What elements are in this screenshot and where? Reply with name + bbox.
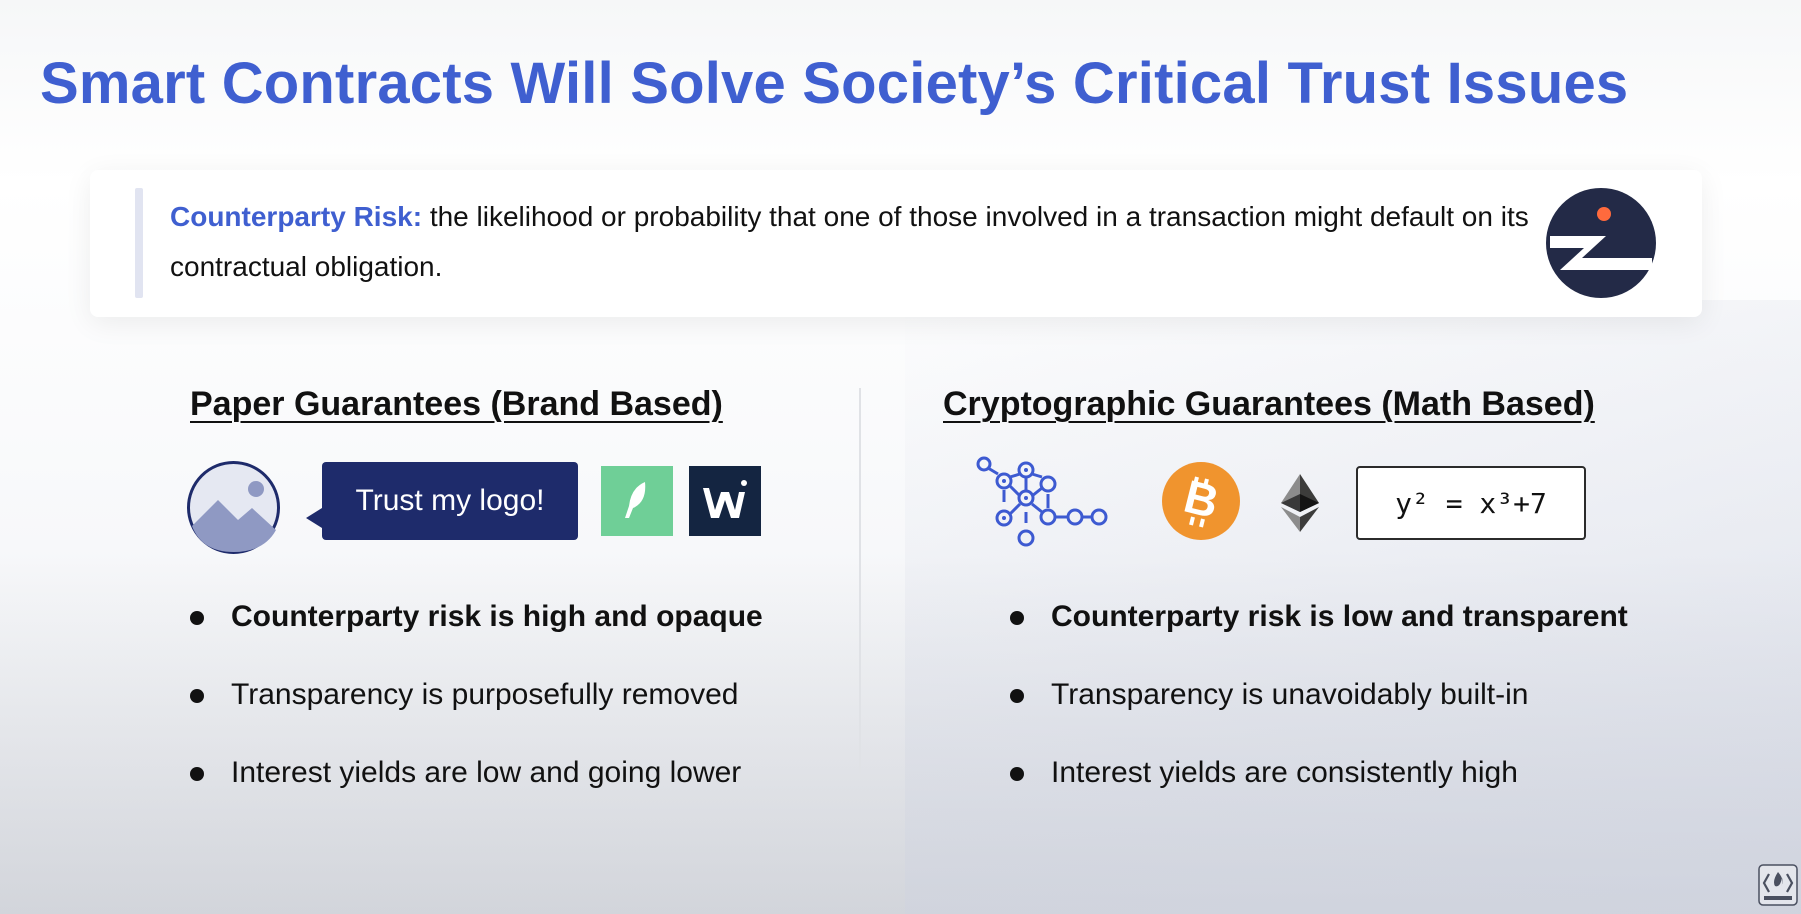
list-item: Transparency is unavoidably built-in: [1008, 680, 1628, 758]
slide-title: Smart Contracts Will Solve Society’s Cri…: [40, 51, 1629, 116]
subscribe-watermark-icon[interactable]: [1758, 864, 1798, 906]
trust-my-logo-bubble: Trust my logo!: [306, 462, 578, 540]
list-item: Counterparty risk is low and transparent: [1008, 602, 1628, 680]
list-item: Counterparty risk is high and opaque: [188, 602, 763, 680]
wealthsimple-w-icon: [689, 466, 761, 536]
definition-card: Counterparty Risk: the likelihood or pro…: [90, 170, 1702, 317]
definition-term: Counterparty Risk:: [170, 201, 423, 232]
image-placeholder-icon: [187, 461, 280, 554]
crypto-guarantees-heading: Cryptographic Guarantees (Math Based): [943, 385, 1595, 423]
list-item: Transparency is purposefully removed: [188, 680, 763, 758]
robinhood-feather-icon: [601, 466, 673, 536]
brand-logo-icon: [1546, 188, 1656, 298]
definition-text: Counterparty Risk: the likelihood or pro…: [170, 192, 1570, 292]
definition-body: the likelihood or probability that one o…: [170, 201, 1529, 282]
bitcoin-icon: B: [1162, 462, 1240, 540]
network-nodes-icon: [976, 456, 1108, 547]
elliptic-curve-equation: y² = x³+7: [1356, 466, 1586, 540]
list-item: Interest yields are low and going lower: [188, 758, 763, 836]
list-item: Interest yields are consistently high: [1008, 758, 1628, 836]
paper-guarantees-bullets: Counterparty risk is high and opaque Tra…: [188, 602, 763, 836]
column-divider: [859, 388, 861, 773]
crypto-guarantees-bullets: Counterparty risk is low and transparent…: [1008, 602, 1628, 836]
ethereum-icon: [1281, 474, 1319, 532]
definition-accent-bar: [135, 188, 143, 298]
paper-guarantees-heading: Paper Guarantees (Brand Based): [190, 385, 723, 423]
